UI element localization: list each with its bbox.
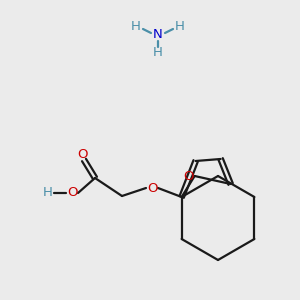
Text: H: H [43, 187, 53, 200]
Text: H: H [131, 20, 141, 34]
Text: H: H [175, 20, 185, 34]
Text: O: O [78, 148, 88, 160]
Text: O: O [183, 169, 194, 182]
Text: N: N [153, 28, 163, 41]
Text: H: H [153, 46, 163, 59]
Text: O: O [147, 182, 157, 194]
Text: O: O [67, 187, 77, 200]
